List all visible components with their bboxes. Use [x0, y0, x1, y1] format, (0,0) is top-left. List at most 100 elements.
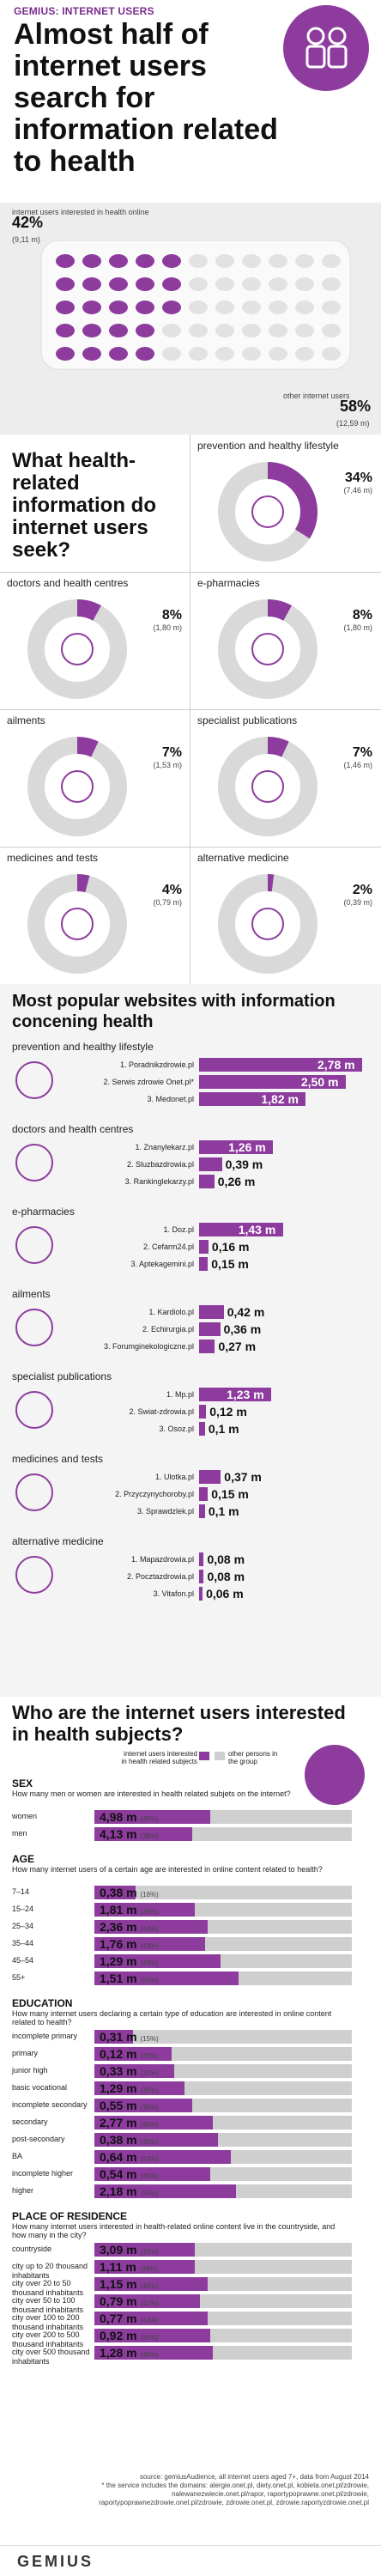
bar-total	[94, 1886, 352, 1899]
pill	[56, 324, 75, 337]
topic-icon	[251, 908, 284, 940]
bar-interested	[94, 2030, 133, 2044]
row-value: 0,64 m (53%)	[100, 2150, 159, 2164]
couple-icon	[305, 1745, 365, 1805]
group-heading: PLACE OF RESIDENCE	[12, 2210, 128, 2222]
pill	[269, 254, 287, 268]
pill	[322, 324, 341, 337]
donut-track	[27, 874, 127, 974]
row-label: 25–34	[12, 1922, 34, 1930]
legend-swatch-grey	[215, 1752, 225, 1760]
site-name: 3. Osoz.pl	[159, 1425, 194, 1433]
interested-abs: (9,11 m)	[12, 235, 40, 244]
pill	[215, 254, 234, 268]
site-value: 0,15 m	[211, 1257, 249, 1271]
row-value: 1,29 m (35%)	[100, 2081, 159, 2095]
site-bar	[199, 1422, 205, 1436]
who-section: Who are the internet users interested in…	[0, 1697, 381, 2555]
row-label: incomplete higher	[12, 2169, 74, 2178]
footnote: source: gemiusAudience, all internet use…	[99, 2473, 369, 2506]
topic-abs: (0,79 m)	[153, 898, 182, 907]
site-bar	[199, 1058, 362, 1072]
site-category: alternative medicine	[12, 1535, 104, 1547]
site-bar	[199, 1470, 221, 1484]
site-value: 0,08 m	[207, 1552, 245, 1566]
topic-abs: (0,39 m)	[343, 898, 372, 907]
category-icon	[15, 1061, 53, 1099]
site-name: 2. Cefarm24.pl	[142, 1242, 194, 1251]
pill	[136, 347, 154, 361]
bar-interested	[94, 2081, 184, 2095]
site-value: 1,82 m	[261, 1092, 299, 1106]
topic-pct: 8% (1,80 m)	[129, 608, 182, 632]
pill	[322, 347, 341, 361]
site-bar	[199, 1322, 221, 1336]
donut-slice	[27, 737, 127, 836]
pill	[162, 324, 181, 337]
pill	[82, 324, 101, 337]
pill	[295, 301, 314, 314]
bar-interested	[94, 2329, 210, 2342]
other-abs: (12,59 m)	[336, 419, 370, 428]
pill-blister-graphic	[40, 240, 351, 370]
pill	[189, 347, 208, 361]
donut-chart	[27, 874, 127, 974]
bar-interested	[94, 1971, 239, 1985]
pill	[242, 277, 261, 291]
row-label: 55+	[12, 1973, 26, 1982]
topic-label: prevention and healthy lifestyle	[197, 440, 339, 452]
legend-other: other persons in the group	[228, 1750, 278, 1765]
site-name: 2. Sluzbazdrowia.pl	[126, 1160, 194, 1169]
site-value: 0,16 m	[211, 1240, 250, 1254]
site-value: 0,15 m	[211, 1487, 249, 1501]
bar-interested	[94, 2150, 231, 2164]
bar-interested	[94, 2184, 236, 2198]
topic-icon	[61, 908, 94, 940]
site-value: 0,36 m	[223, 1322, 262, 1336]
row-label: 15–24	[12, 1905, 34, 1913]
topic-cell: doctors and health centres 8% (1,80 m)	[0, 572, 190, 709]
site-bar	[199, 1340, 215, 1353]
bar-interested	[94, 2277, 208, 2291]
donut-slice	[218, 737, 318, 836]
pill	[295, 347, 314, 361]
pill	[242, 347, 261, 361]
row-value: 0,38 m (48%)	[100, 2133, 159, 2147]
site-bar	[199, 1552, 204, 1566]
websites-section: Most popular websites with information c…	[0, 984, 381, 1697]
group-heading: SEX	[12, 1777, 33, 1789]
topic-abs: (1,53 m)	[153, 761, 182, 769]
site-name: 1. Kardiolo.pl	[148, 1308, 194, 1316]
pill	[56, 301, 75, 314]
pill	[109, 324, 128, 337]
other-pct: 58%	[340, 398, 372, 415]
donut-slice	[218, 874, 318, 974]
site-name: 3. Vitafon.pl	[153, 1589, 194, 1598]
topic-label: alternative medicine	[197, 852, 289, 864]
site-name: 1. Znanylekarz.pl	[135, 1143, 194, 1151]
site-name: 2. Echirurgia.pl	[142, 1325, 194, 1334]
topic-cell: e-pharmacies 8% (1,80 m)	[190, 572, 381, 709]
site-name: 3. Medonet.pl	[147, 1095, 194, 1103]
donut-slice	[218, 462, 318, 562]
category-icon	[15, 1226, 53, 1264]
row-value: 2,36 m (44%)	[100, 1920, 159, 1934]
category-icon	[15, 1391, 53, 1429]
pill	[269, 324, 287, 337]
topic-label: doctors and health centres	[7, 577, 129, 589]
site-bar	[199, 1257, 209, 1271]
pill	[189, 301, 208, 314]
site-value: 1,26 m	[228, 1140, 266, 1154]
site-bar	[199, 1240, 209, 1254]
pill	[56, 277, 75, 291]
site-bar	[199, 1587, 203, 1601]
group-question: How many internet users interested in he…	[12, 2222, 336, 2239]
site-value: 1,43 m	[238, 1223, 276, 1236]
topic-pct: 2% (0,39 m)	[319, 883, 372, 907]
site-value: 0,39 m	[225, 1157, 263, 1171]
bar-interested	[94, 1937, 205, 1951]
site-name: 1. Mp.pl	[166, 1390, 194, 1399]
topics-question-cell: What health-related information do inter…	[0, 434, 190, 572]
site-value: 0,26 m	[217, 1175, 256, 1188]
legend-interested: internet users interested in health rela…	[121, 1750, 198, 1765]
